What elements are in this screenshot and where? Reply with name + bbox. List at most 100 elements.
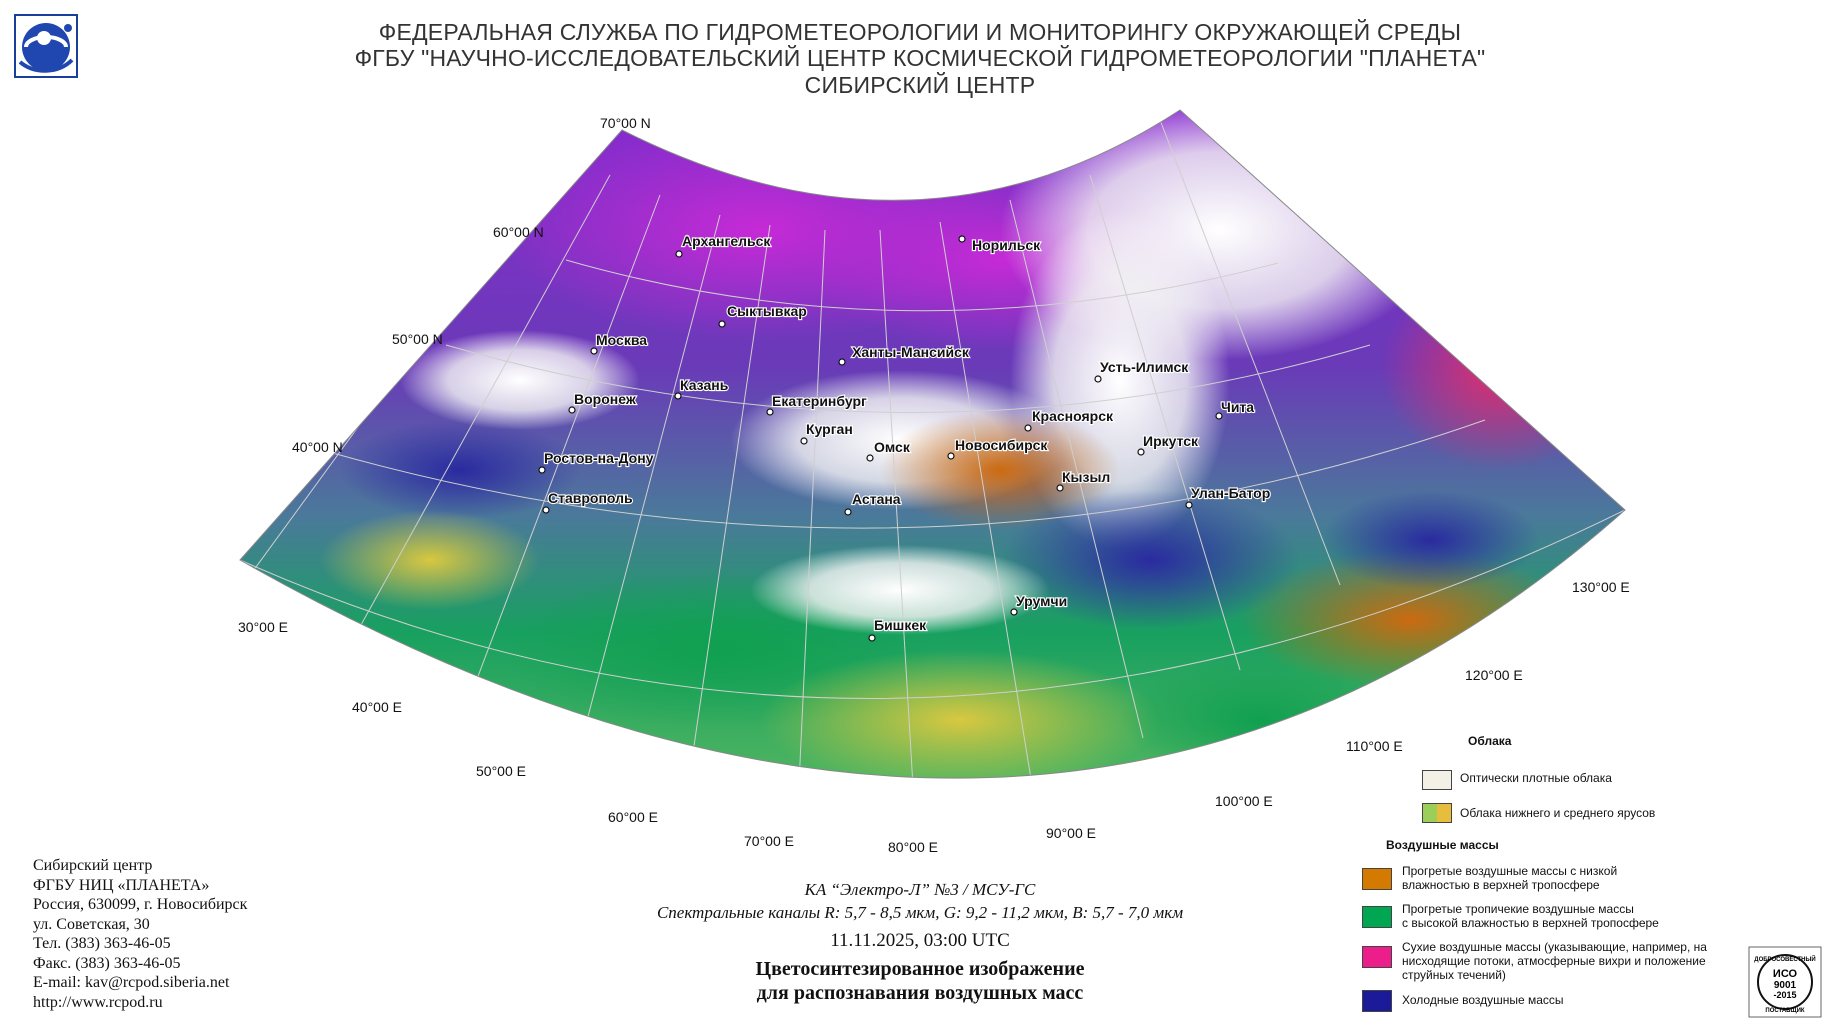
iso-bottom: ПОСТАВЩИК — [1765, 1008, 1805, 1014]
legend-warm-moist: Прогретые тропичекие воздушные массы с в… — [1402, 902, 1659, 930]
city-label-bishkek: Бишкек — [874, 617, 927, 633]
city-label-khanty-mansiysk: Ханты-Мансийск — [852, 344, 970, 360]
legend-dry-line-2: нисходящие потоки, атмосферные вихри и п… — [1402, 954, 1706, 968]
city-label-ust-ilimsk: Усть-Илимск — [1100, 359, 1189, 375]
contact-email[interactable]: E-mail: kav@rcpod.siberia.net — [33, 974, 230, 991]
city-label-chita: Чита — [1221, 399, 1254, 415]
lon-label-60: 60°00 E — [608, 809, 658, 825]
city-marker-voronezh — [568, 406, 576, 414]
city-marker-moscow — [590, 347, 598, 355]
city-marker-yekaterinburg — [766, 408, 774, 416]
city-marker-rostov — [538, 466, 546, 474]
city-label-novosibirsk: Новосибирск — [955, 437, 1048, 453]
caption-datetime: 11.11.2025, 03:00 UTC — [830, 930, 1010, 951]
lon-label-110: 110°00 E — [1346, 738, 1403, 754]
legend-warm-dry-line-1: Прогретые воздушные массы с низкой — [1402, 864, 1618, 878]
planeta-logo-icon — [14, 14, 78, 78]
city-marker-arkhangelsk — [675, 250, 683, 258]
iso-line-2: 9001 — [1774, 980, 1797, 991]
legend-warm-moist-line-2: с высокой влажностью в верхней тропосфер… — [1402, 916, 1659, 930]
city-label-irkutsk: Иркутск — [1143, 433, 1199, 449]
iso-line-3: -2015 — [1773, 990, 1796, 1000]
legend-swatch-warm-dry — [1362, 868, 1392, 890]
contact-line: ФГБУ НИЦ «ПЛАНЕТА» — [33, 876, 210, 894]
legend-low-mid-clouds: Облака нижнего и среднего ярусов — [1460, 806, 1656, 820]
lon-label-70: 70°00 E — [744, 833, 794, 849]
city-marker-kurgan — [800, 437, 808, 445]
city-label-arkhangelsk: Архангельск — [682, 233, 771, 249]
legend-swatch-cold — [1362, 990, 1392, 1012]
contact-website[interactable]: http://www.rcpod.ru — [33, 993, 163, 1011]
city-label-urumqi: Урумчи — [1016, 593, 1067, 609]
contact-line: ул. Советская, 30 — [33, 915, 150, 933]
header-line-2: ФГБУ "НАУЧНО-ИССЛЕДОВАТЕЛЬСКИЙ ЦЕНТР КОС… — [354, 45, 1486, 71]
caption-title-1: Цветосинтезированное изображение — [755, 958, 1085, 980]
city-marker-krasnoyarsk — [1024, 424, 1032, 432]
lon-label-50: 50°00 E — [476, 763, 526, 779]
city-marker-irkutsk — [1137, 448, 1145, 456]
city-label-moscow: Москва — [596, 332, 647, 348]
city-label-omsk: Омск — [874, 439, 911, 455]
legend-warm-dry: Прогретые воздушные массы с низкой влажн… — [1402, 864, 1617, 892]
city-marker-ulaanbaatar — [1185, 501, 1193, 509]
legend-dry-line-3: струйных течений) — [1402, 968, 1506, 982]
city-label-kurgan: Курган — [806, 421, 853, 437]
caption-satellite: КА “Электро-Л” №3 / МСУ-ГС — [804, 880, 1036, 899]
city-marker-ust-ilimsk — [1094, 375, 1102, 383]
legend-dry-line-1: Сухие воздушные массы (указывающие, напр… — [1402, 940, 1707, 954]
header-line-3: СИБИРСКИЙ ЦЕНТР — [804, 72, 1036, 98]
caption-channels: Спектральные каналы R: 5,7 - 8,5 мкм, G:… — [656, 903, 1184, 922]
lon-label-40: 40°00 E — [352, 699, 402, 715]
lat-label-60: 60°00 N — [493, 224, 544, 240]
lat-label-70: 70°00 N — [600, 115, 651, 131]
city-marker-norilsk — [958, 235, 966, 243]
city-markers — [538, 235, 1223, 642]
header-line-1: ФЕДЕРАЛЬНАЯ СЛУЖБА ПО ГИДРОМЕТЕОРОЛОГИИ … — [378, 19, 1462, 45]
legend-dense-clouds: Оптически плотные облака — [1460, 771, 1612, 785]
city-marker-urumqi — [1010, 608, 1018, 616]
legend-swatch-dense-clouds — [1422, 770, 1452, 790]
city-marker-syktyvkar — [718, 320, 726, 328]
contact-fax: Факс. (383) 363-46-05 — [33, 954, 181, 972]
city-marker-khanty-mansiysk — [838, 358, 846, 366]
city-marker-chita — [1215, 412, 1223, 420]
lon-label-90: 90°00 E — [1046, 825, 1096, 841]
city-label-kyzyl: Кызыл — [1062, 469, 1110, 485]
city-label-krasnoyarsk: Красноярск — [1032, 408, 1114, 424]
city-marker-bishkek — [868, 634, 876, 642]
iso-top: ДОБРОСОВЕСТНЫЙ — [1754, 955, 1815, 963]
city-label-rostov: Ростов-на-Дону — [544, 450, 654, 466]
legend-swatch-warm-moist — [1362, 906, 1392, 928]
city-marker-kyzyl — [1056, 484, 1064, 492]
city-label-astana: Астана — [852, 491, 901, 507]
lon-label-120: 120°00 E — [1465, 667, 1523, 683]
city-marker-novosibirsk — [947, 452, 955, 460]
legend-swatch-low-mid-clouds — [1422, 803, 1452, 823]
city-marker-astana — [844, 508, 852, 516]
city-marker-kazan — [674, 392, 682, 400]
iso-line-1: ИСО — [1773, 968, 1798, 980]
legend-cold: Холодные воздушные массы — [1402, 993, 1564, 1007]
legend-warm-moist-line-1: Прогретые тропичекие воздушные массы — [1402, 902, 1634, 916]
city-label-ulaanbaatar: Улан-Батор — [1191, 485, 1270, 501]
legend-swatch-dry — [1362, 946, 1392, 968]
city-label-stavropol: Ставрополь — [548, 490, 633, 506]
contact-phone: Тел. (383) 363-46-05 — [33, 935, 171, 952]
legend-clouds-title: Облака — [1468, 734, 1512, 748]
city-marker-omsk — [866, 454, 874, 462]
lon-label-80: 80°00 E — [888, 839, 938, 855]
city-label-syktyvkar: Сыктывкар — [727, 303, 807, 319]
city-label-kazan: Казань — [680, 377, 729, 393]
contact-line: Россия, 630099, г. Новосибирск — [33, 896, 248, 913]
lon-label-30: 30°00 E — [238, 619, 288, 635]
satellite-imagery — [240, 110, 1625, 779]
city-label-yekaterinburg: Екатеринбург — [772, 393, 867, 409]
caption-title-2: для распознавания воздушных масс — [756, 982, 1084, 1004]
city-label-norilsk: Норильск — [972, 237, 1041, 253]
map-frame — [239, 109, 1626, 779]
legend-dry: Сухие воздушные массы (указывающие, напр… — [1402, 940, 1707, 982]
lat-label-50: 50°00 N — [392, 331, 443, 347]
city-marker-stavropol — [542, 506, 550, 514]
legend-air-masses-title: Воздушные массы — [1386, 838, 1499, 852]
